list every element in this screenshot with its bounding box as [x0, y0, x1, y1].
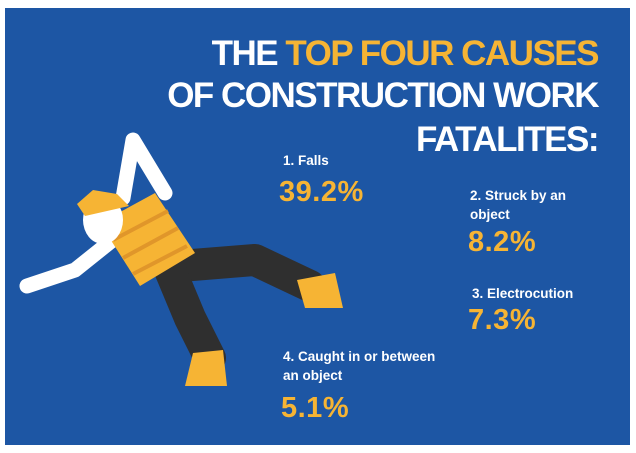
title-line: FATALITES:: [415, 120, 600, 159]
title-highlight: TOP FOUR CAUSES: [285, 34, 599, 73]
cause-value: 7.3%: [468, 304, 537, 336]
cause-value: 39.2%: [279, 176, 364, 208]
cause-value: 8.2%: [468, 226, 537, 258]
vest-stripes: [112, 209, 188, 276]
boot-right: [297, 273, 343, 308]
torso: [100, 193, 195, 286]
cause-label: 4. Caught in or between an object: [283, 349, 436, 383]
cause-label: 2. Struck by an object: [470, 188, 567, 222]
cause-label: 3. Electrocution: [472, 286, 574, 301]
worker-illustration: [19, 132, 343, 386]
hard-hat: [77, 190, 129, 216]
leg-left: [154, 254, 226, 374]
infographic: THE TOP FOUR CAUSES OF CONSTRUCTION WORK…: [5, 8, 630, 445]
title-line: THE TOP FOUR CAUSES: [211, 34, 600, 74]
cause-value: 5.1%: [281, 392, 350, 424]
title-lead: THE: [211, 34, 279, 73]
cause-label: 1. Falls: [283, 153, 329, 168]
title-line: OF CONSTRUCTION WORK: [167, 76, 599, 115]
arm-out: [19, 230, 123, 294]
arm-up: [115, 132, 173, 206]
boot-left: [185, 350, 227, 386]
leg-right: [164, 244, 326, 302]
